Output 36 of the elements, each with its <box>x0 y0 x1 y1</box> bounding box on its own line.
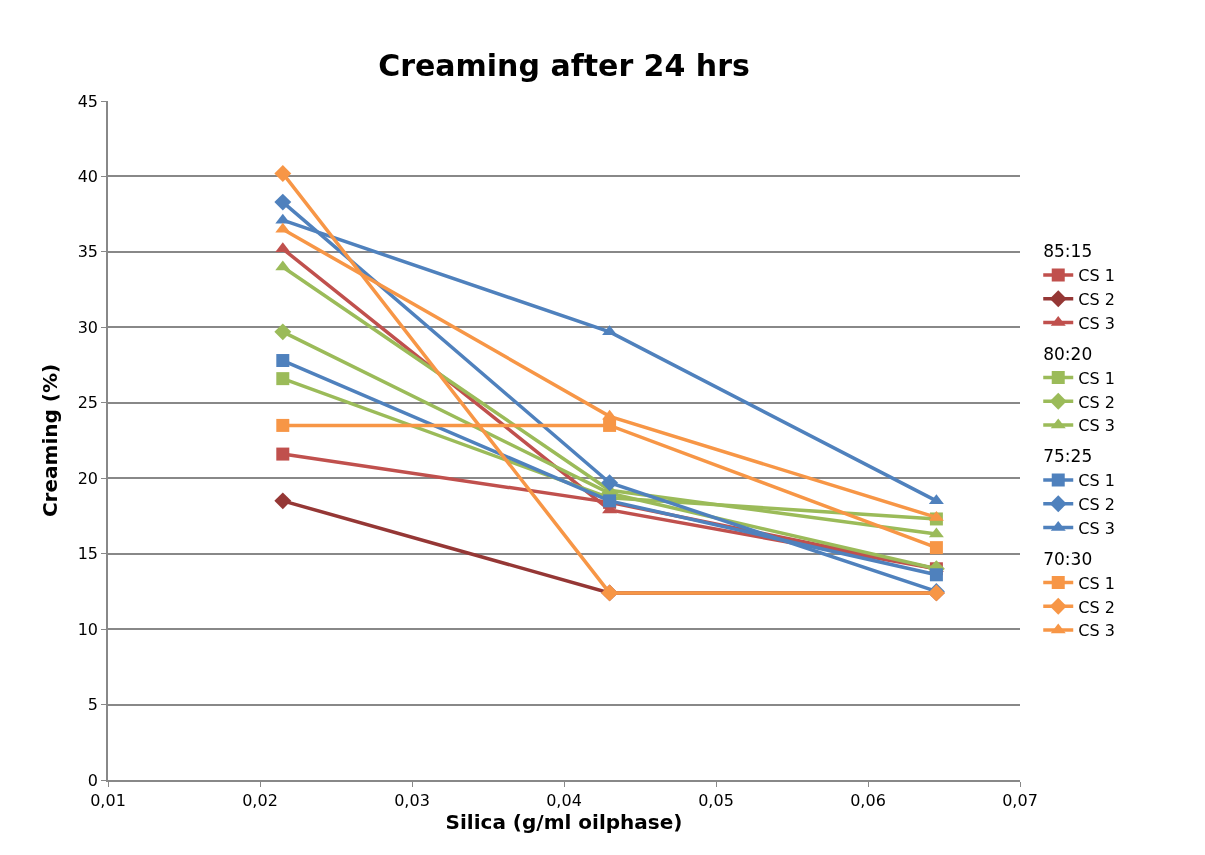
text: 85:15 <box>1043 241 1093 262</box>
legend-label: CS 2 <box>1078 495 1115 515</box>
y-tick-label: 15 <box>77 544 99 564</box>
x-tick-label: 0,01 <box>90 790 126 810</box>
y-tick-label: 45 <box>77 91 99 111</box>
legend-label: CS 1 <box>1078 368 1115 388</box>
y-tick-label: 35 <box>77 242 99 262</box>
legend-label: CS 1 <box>1078 266 1115 286</box>
legend-label: CS 3 <box>1078 313 1115 333</box>
x-tick-label: 0,04 <box>546 790 582 810</box>
legend-label: CS 2 <box>1078 597 1115 617</box>
chart-title: Creaming after 24 hrs <box>378 47 750 83</box>
y-tick-label: 5 <box>87 695 99 715</box>
legend-label: CS 2 <box>1078 290 1115 310</box>
y-tick-label: 30 <box>77 317 99 337</box>
y-tick-label: 10 <box>77 619 99 639</box>
legend-label: CS 1 <box>1078 471 1115 491</box>
y-axis-title: Creaming (%) <box>37 363 62 518</box>
text: 80:20 <box>1043 343 1093 364</box>
text: 70:30 <box>1043 548 1093 569</box>
legend-label: CS 3 <box>1078 416 1115 436</box>
x-axis-title: Silica (g/ml oilphase) <box>445 809 683 834</box>
y-tick-label: 0 <box>87 770 99 790</box>
legend-label: CS 1 <box>1078 573 1115 593</box>
legend-label: CS 3 <box>1078 518 1115 538</box>
x-tick-label: 0,07 <box>1002 790 1038 810</box>
x-tick-label: 0,05 <box>698 790 734 810</box>
x-tick-label: 0,03 <box>394 790 430 810</box>
legend-label: CS 2 <box>1078 392 1115 412</box>
x-tick-label: 0,02 <box>242 790 278 810</box>
y-tick-label: 25 <box>77 393 99 413</box>
y-tick-label: 40 <box>77 167 99 187</box>
x-tick-label: 0,06 <box>850 790 886 810</box>
legend-label: CS 3 <box>1078 621 1115 641</box>
text: 75:25 <box>1043 446 1093 467</box>
y-tick-label: 20 <box>77 468 99 488</box>
